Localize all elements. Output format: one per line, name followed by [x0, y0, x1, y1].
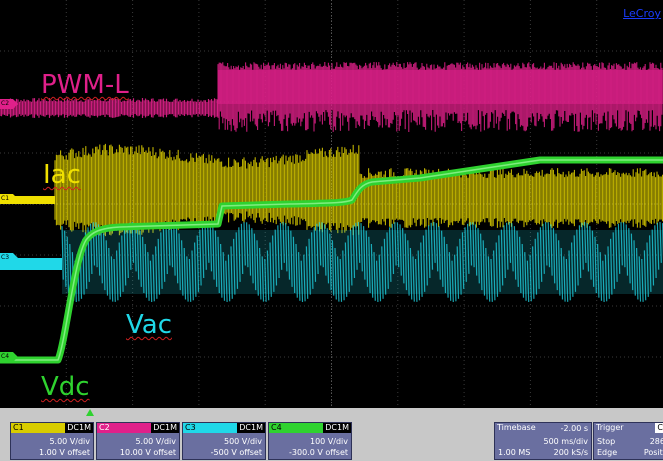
vac-trace — [61, 221, 663, 303]
channel-1-offset: 1.00 V offset — [38, 448, 90, 457]
trigger-descriptor[interactable]: Trigger C Stop 286 Edge Positi — [593, 422, 663, 460]
channel-1-name: C1 — [13, 423, 24, 432]
timebase-delay: -2.00 s — [560, 424, 588, 433]
channel-2-marker[interactable]: C2 — [0, 99, 18, 109]
channel-4-header: C4 DC1M — [269, 423, 351, 433]
vac-label: Vac — [126, 310, 172, 340]
channel-3-offset: -500 V offset — [210, 448, 262, 457]
channel-3-name: C3 — [185, 423, 196, 432]
channel-1-descriptor[interactable]: C1 DC1M 5.00 V/div 1.00 V offset — [10, 422, 94, 460]
vdc-trace-highlight — [0, 159, 663, 361]
channel-1-scale: 5.00 V/div — [49, 437, 90, 446]
timebase-header: Timebase -2.00 s — [495, 423, 591, 433]
channel-3-descriptor[interactable]: C3 DC1M 500 V/div -500 V offset — [182, 422, 266, 460]
waveform-plot — [0, 0, 663, 408]
channel-4-name: C4 — [271, 423, 282, 432]
trigger-position: Positi — [643, 448, 663, 457]
trigger-type: Edge — [597, 448, 618, 457]
timebase-title: Timebase — [497, 423, 536, 432]
channel-3-header: C3 DC1M — [183, 423, 265, 433]
pwm-band — [218, 70, 663, 104]
channel-4-descriptor[interactable]: C4 DC1M 100 V/div -300.0 V offset — [268, 422, 352, 460]
channel-4-scale: 100 V/div — [309, 437, 348, 446]
channel-2-offset: 10.00 V offset — [119, 448, 176, 457]
timebase-scale: 500 ms/div — [543, 437, 588, 446]
channel-2-header: C2 DC1M — [97, 423, 179, 433]
trigger-level: 286 — [649, 437, 663, 446]
vdc-label: Vdc — [41, 372, 90, 402]
channel-2-scale: 5.00 V/div — [135, 437, 176, 446]
iac-baseline — [0, 196, 55, 204]
channel-1-header: C1 DC1M — [11, 423, 93, 433]
timebase-descriptor[interactable]: Timebase -2.00 s 500 ms/div 1.00 MS 200 … — [494, 422, 592, 460]
trigger-title: Trigger — [596, 423, 624, 432]
pwm-trace-before — [0, 98, 219, 118]
channel-2-coupling: DC1M — [151, 423, 179, 433]
channel-3-scale: 500 V/div — [223, 437, 262, 446]
trigger-mode: Stop — [597, 437, 616, 446]
traces — [0, 62, 663, 364]
vac-band — [62, 230, 663, 294]
iac-trace — [54, 143, 663, 237]
brand-label: LeCroy — [623, 7, 661, 20]
iac-label: Iac — [43, 160, 81, 190]
vac-baseline — [0, 258, 62, 270]
timebase-memory: 1.00 MS — [498, 448, 531, 457]
status-bar: C1 DC1M 5.00 V/div 1.00 V offset C2 DC1M… — [0, 408, 663, 461]
channel-1-coupling: DC1M — [65, 423, 93, 433]
channel-1-marker[interactable]: C1 — [0, 194, 18, 204]
channel-4-marker[interactable]: C4 — [0, 352, 18, 362]
channel-4-offset: -300.0 V offset — [289, 448, 348, 457]
channel-4-coupling: DC1M — [323, 423, 351, 433]
channel-2-name: C2 — [99, 423, 110, 432]
channel-2-descriptor[interactable]: C2 DC1M 5.00 V/div 10.00 V offset — [96, 422, 180, 460]
channel-3-marker[interactable]: C3 — [0, 253, 18, 263]
trigger-channel: C — [655, 423, 663, 433]
timebase-rate: 200 kS/s — [553, 448, 588, 457]
trigger-header: Trigger C — [594, 423, 663, 433]
trigger-position-marker[interactable] — [86, 409, 94, 416]
channel-3-coupling: DC1M — [237, 423, 265, 433]
waveform-display[interactable]: LeCroy PWM-L Iac Vac Vdc C2 C1 C3 C4 — [0, 0, 663, 408]
pwm-label: PWM-L — [41, 70, 129, 100]
